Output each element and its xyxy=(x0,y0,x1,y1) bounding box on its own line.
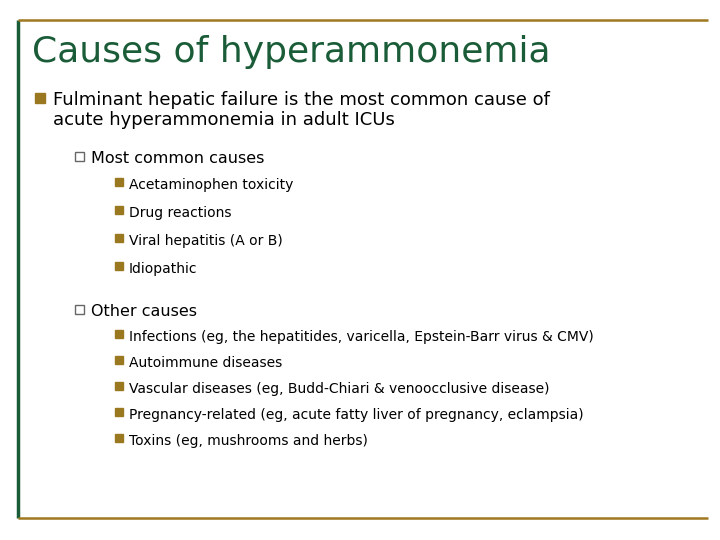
Text: acute hyperammonemia in adult ICUs: acute hyperammonemia in adult ICUs xyxy=(53,111,395,129)
Text: Causes of hyperammonemia: Causes of hyperammonemia xyxy=(32,35,551,69)
Bar xyxy=(115,206,123,214)
Text: Other causes: Other causes xyxy=(91,304,197,319)
Bar xyxy=(75,305,84,314)
Bar xyxy=(115,434,123,442)
Text: Toxins (eg, mushrooms and herbs): Toxins (eg, mushrooms and herbs) xyxy=(129,434,368,448)
Text: Viral hepatitis (A or B): Viral hepatitis (A or B) xyxy=(129,234,283,248)
Text: Idiopathic: Idiopathic xyxy=(129,262,197,276)
Bar xyxy=(115,356,123,364)
Bar xyxy=(115,382,123,390)
Text: Infections (eg, the hepatitides, varicella, Epstein-Barr virus & CMV): Infections (eg, the hepatitides, varicel… xyxy=(129,330,594,344)
Bar xyxy=(115,408,123,416)
Bar xyxy=(115,330,123,338)
Text: Autoimmune diseases: Autoimmune diseases xyxy=(129,356,282,370)
Text: Most common causes: Most common causes xyxy=(91,151,264,166)
Text: Acetaminophen toxicity: Acetaminophen toxicity xyxy=(129,178,293,192)
Text: Pregnancy-related (eg, acute fatty liver of pregnancy, eclampsia): Pregnancy-related (eg, acute fatty liver… xyxy=(129,408,584,422)
Text: Drug reactions: Drug reactions xyxy=(129,206,232,220)
Bar xyxy=(35,93,45,103)
Text: Fulminant hepatic failure is the most common cause of: Fulminant hepatic failure is the most co… xyxy=(53,91,550,109)
Bar xyxy=(115,234,123,242)
Bar xyxy=(115,262,123,270)
Text: Vascular diseases (eg, Budd-Chiari & venoocclusive disease): Vascular diseases (eg, Budd-Chiari & ven… xyxy=(129,382,549,396)
Bar xyxy=(115,178,123,186)
Bar xyxy=(75,152,84,161)
